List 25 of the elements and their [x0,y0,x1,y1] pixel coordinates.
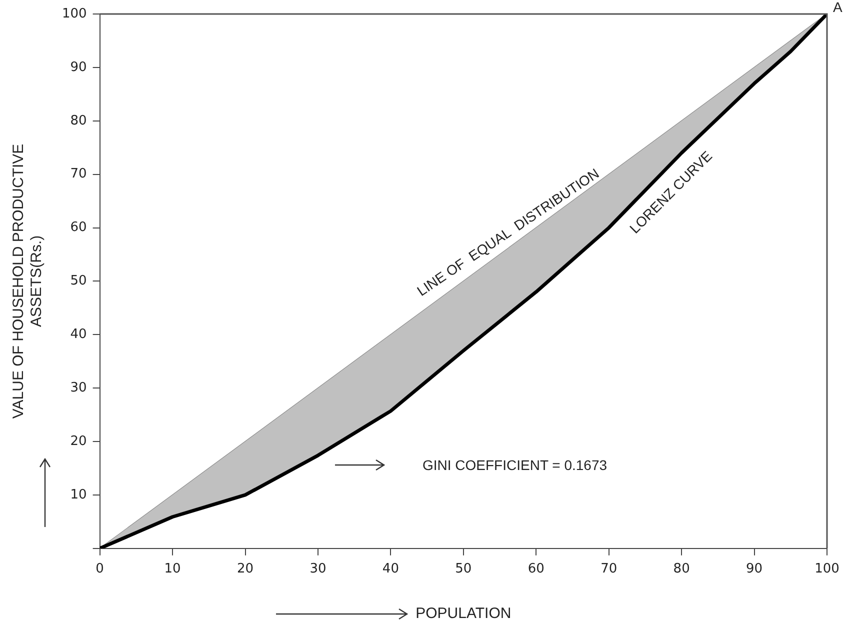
x-tick-label: 40 [382,562,399,577]
x-tick-label: 90 [746,562,763,577]
x-axis-title: POPULATION [416,605,512,622]
y-tick-label: 70 [70,166,87,182]
y-tick-label: 20 [70,434,87,449]
x-tick-label: 10 [164,562,181,577]
x-tick-label: 20 [236,562,254,577]
y-tick-label: 60 [70,220,87,236]
y-tick-label: 90 [70,60,87,75]
x-tick-label: 60 [528,562,544,577]
y-tick-label: 80 [70,113,87,128]
x-tick-label: 50 [455,562,472,577]
x-tick-label: 80 [673,562,690,577]
x-tick-label: 100 [814,562,840,577]
annotation: A [833,0,843,15]
annotation: GINI COEFFICIENT = 0.1673 [422,457,608,473]
y-tick-label: 10 [70,487,87,502]
y-tick-label: 50 [70,274,87,289]
y-tick-label: 100 [62,6,87,22]
y-axis-title: VALUE OF HOUSEHOLD PRODUCTIVE ASSETS(Rs.) [10,144,46,419]
y-tick-label: 40 [70,327,87,342]
x-tick-label: 0 [96,562,104,577]
y-tick-label: 30 [70,380,87,396]
x-tick-label: 70 [600,562,618,577]
x-tick-label: 30 [310,562,326,577]
